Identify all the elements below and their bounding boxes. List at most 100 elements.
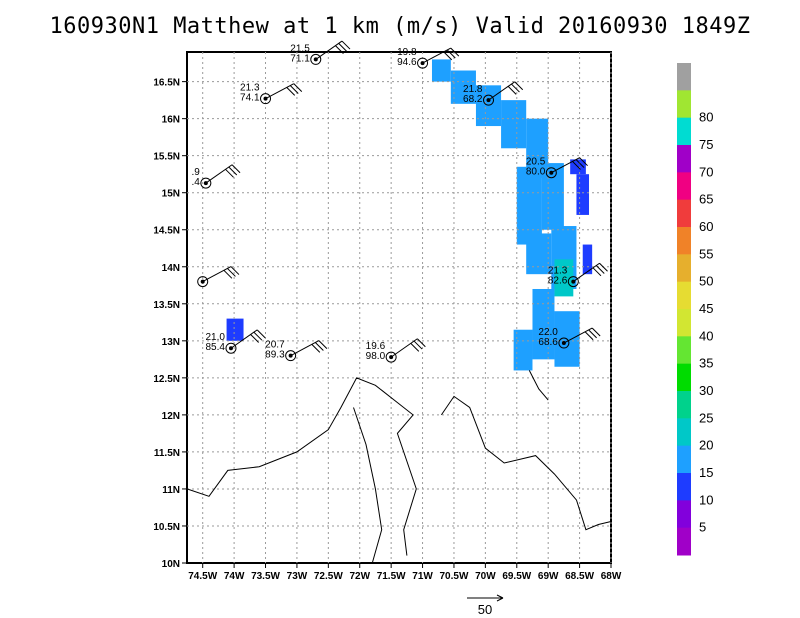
observation-station: 20.580.0 <box>526 157 588 179</box>
wind-barb-icon <box>563 327 593 344</box>
colorbar-label: 20 <box>699 438 713 453</box>
wind-barb-icon <box>205 164 233 184</box>
colorbar-label: 45 <box>699 301 713 316</box>
observation-station <box>197 266 240 288</box>
observation-station: 20.789.3 <box>265 340 328 362</box>
wind-barb-icon <box>290 340 320 357</box>
observations: 21.571.121.374.1.9.421.085.4 20.789.319.6… <box>192 40 608 363</box>
station-ring-icon <box>310 53 322 65</box>
wind-barb-icon <box>230 329 258 349</box>
wind-barb-feather-icon <box>413 340 423 350</box>
observation-station: 21.374.1 <box>240 83 303 105</box>
obs-temperature: 21.8 <box>463 84 483 95</box>
wind-barb-feather-icon <box>315 342 324 351</box>
station-ring-icon <box>260 93 272 105</box>
obs-humidity: 85.4 <box>206 342 226 353</box>
wind-barb-feather-icon <box>250 334 259 343</box>
wind-barb-icon <box>390 338 418 358</box>
wind-barb-feather-icon <box>286 87 296 96</box>
colorbar-swatch <box>677 391 691 419</box>
lon-tick-label: 72.5W <box>314 571 343 582</box>
colorbar-label: 65 <box>699 192 713 207</box>
wind-barb-feather-icon <box>410 342 420 352</box>
wind-barb-feather-icon <box>417 338 426 348</box>
wind-barb-icon <box>265 83 295 100</box>
coastline <box>440 395 612 531</box>
obs-humidity: 89.3 <box>265 350 285 361</box>
swath-cell <box>513 329 533 371</box>
swath-cell <box>526 233 552 275</box>
lat-tick-label: 11N <box>162 485 180 496</box>
observation-station: 21.571.1 <box>290 40 351 65</box>
obs-temperature: 20.5 <box>526 157 546 168</box>
grid-lines <box>187 52 612 563</box>
observation-station: 21.085.4 <box>206 329 266 354</box>
wind-barb-icon <box>315 40 343 60</box>
lat-tick-label: 11.5N <box>154 448 180 459</box>
station-ring-icon <box>225 342 237 354</box>
swath-cell <box>501 100 527 149</box>
wind-barb-feather-icon <box>311 344 321 353</box>
wind-barb-feather-icon <box>591 327 601 337</box>
wind-barb-feather-icon <box>289 85 299 94</box>
lon-tick-label: 74.5W <box>188 571 217 582</box>
wind-barb-feather-icon <box>595 265 605 274</box>
lon-tick-label: 73W <box>287 571 308 582</box>
colorbar-swatch <box>677 117 691 146</box>
swath-cell <box>554 259 574 297</box>
lat-tick-label: 13N <box>162 337 180 348</box>
coastline <box>186 377 417 556</box>
scale-arrowhead-icon <box>496 594 504 602</box>
obs-temperature: 19.6 <box>366 341 386 352</box>
lon-tick-label: 74W <box>224 571 245 582</box>
wind-barb-feather-icon <box>579 157 588 167</box>
obs-temperature: 20.7 <box>265 340 285 351</box>
lat-tick-label: 10N <box>162 559 180 570</box>
coastline <box>528 370 549 401</box>
obs-humidity: 98.0 <box>366 351 386 362</box>
lon-tick-label: 71.5W <box>377 571 406 582</box>
lon-tick-label: 70.5W <box>440 571 469 582</box>
lat-tick-label: 14N <box>162 263 180 274</box>
obs-humidity: 82.6 <box>548 276 568 287</box>
colorbar-swatch <box>677 527 691 556</box>
obs-temperature: .9 <box>192 167 201 178</box>
wind-barb-feather-icon <box>230 266 240 275</box>
colorbar-label: 15 <box>699 465 713 480</box>
station-ring-icon <box>197 276 209 288</box>
colorbar-swatch <box>677 445 691 474</box>
colorbar-label: 50 <box>699 274 713 289</box>
lat-tick-label: 13.5N <box>153 300 180 311</box>
wind-barb-feather-icon <box>572 161 581 170</box>
swath-cell <box>516 166 542 245</box>
obs-humidity: 94.6 <box>397 57 417 68</box>
coastlines <box>186 370 612 564</box>
colorbar-label: 60 <box>699 219 713 234</box>
swath-cell <box>431 59 451 82</box>
colorbar: 80 75 70 65 60 55 50 45 40 35 30 25 20 15 10 5 <box>677 63 713 556</box>
coastline <box>353 407 383 564</box>
scale-label: 50 <box>478 602 492 617</box>
swath-cell <box>475 85 502 127</box>
colorbar-swatch <box>677 254 691 283</box>
colorbar-swatch <box>677 500 691 529</box>
colorbar-swatch <box>677 63 691 91</box>
lon-tick-label: 68W <box>601 571 622 582</box>
lat-tick-label: 15.5N <box>153 152 180 163</box>
colorbar-label: 75 <box>699 137 713 152</box>
wind-barb-feather-icon <box>227 268 236 277</box>
wind-barb-feather-icon <box>256 329 266 339</box>
colorbar-label: 30 <box>699 383 713 398</box>
wind-barb-feather-icon <box>335 45 344 54</box>
obs-temperature: 21.0 <box>206 332 226 343</box>
lat-tick-label: 14.5N <box>153 226 180 237</box>
swath-cell <box>450 70 476 104</box>
station-ring-icon <box>285 350 297 362</box>
colorbar-label: 55 <box>699 246 713 261</box>
wind-barb-icon <box>202 266 232 283</box>
wind-barb-feather-icon <box>450 47 460 57</box>
obs-humidity: 68.6 <box>538 337 558 348</box>
colorbar-swatch <box>677 90 691 119</box>
lat-tick-label: 15N <box>162 189 180 200</box>
colorbar-label: 35 <box>699 356 713 371</box>
